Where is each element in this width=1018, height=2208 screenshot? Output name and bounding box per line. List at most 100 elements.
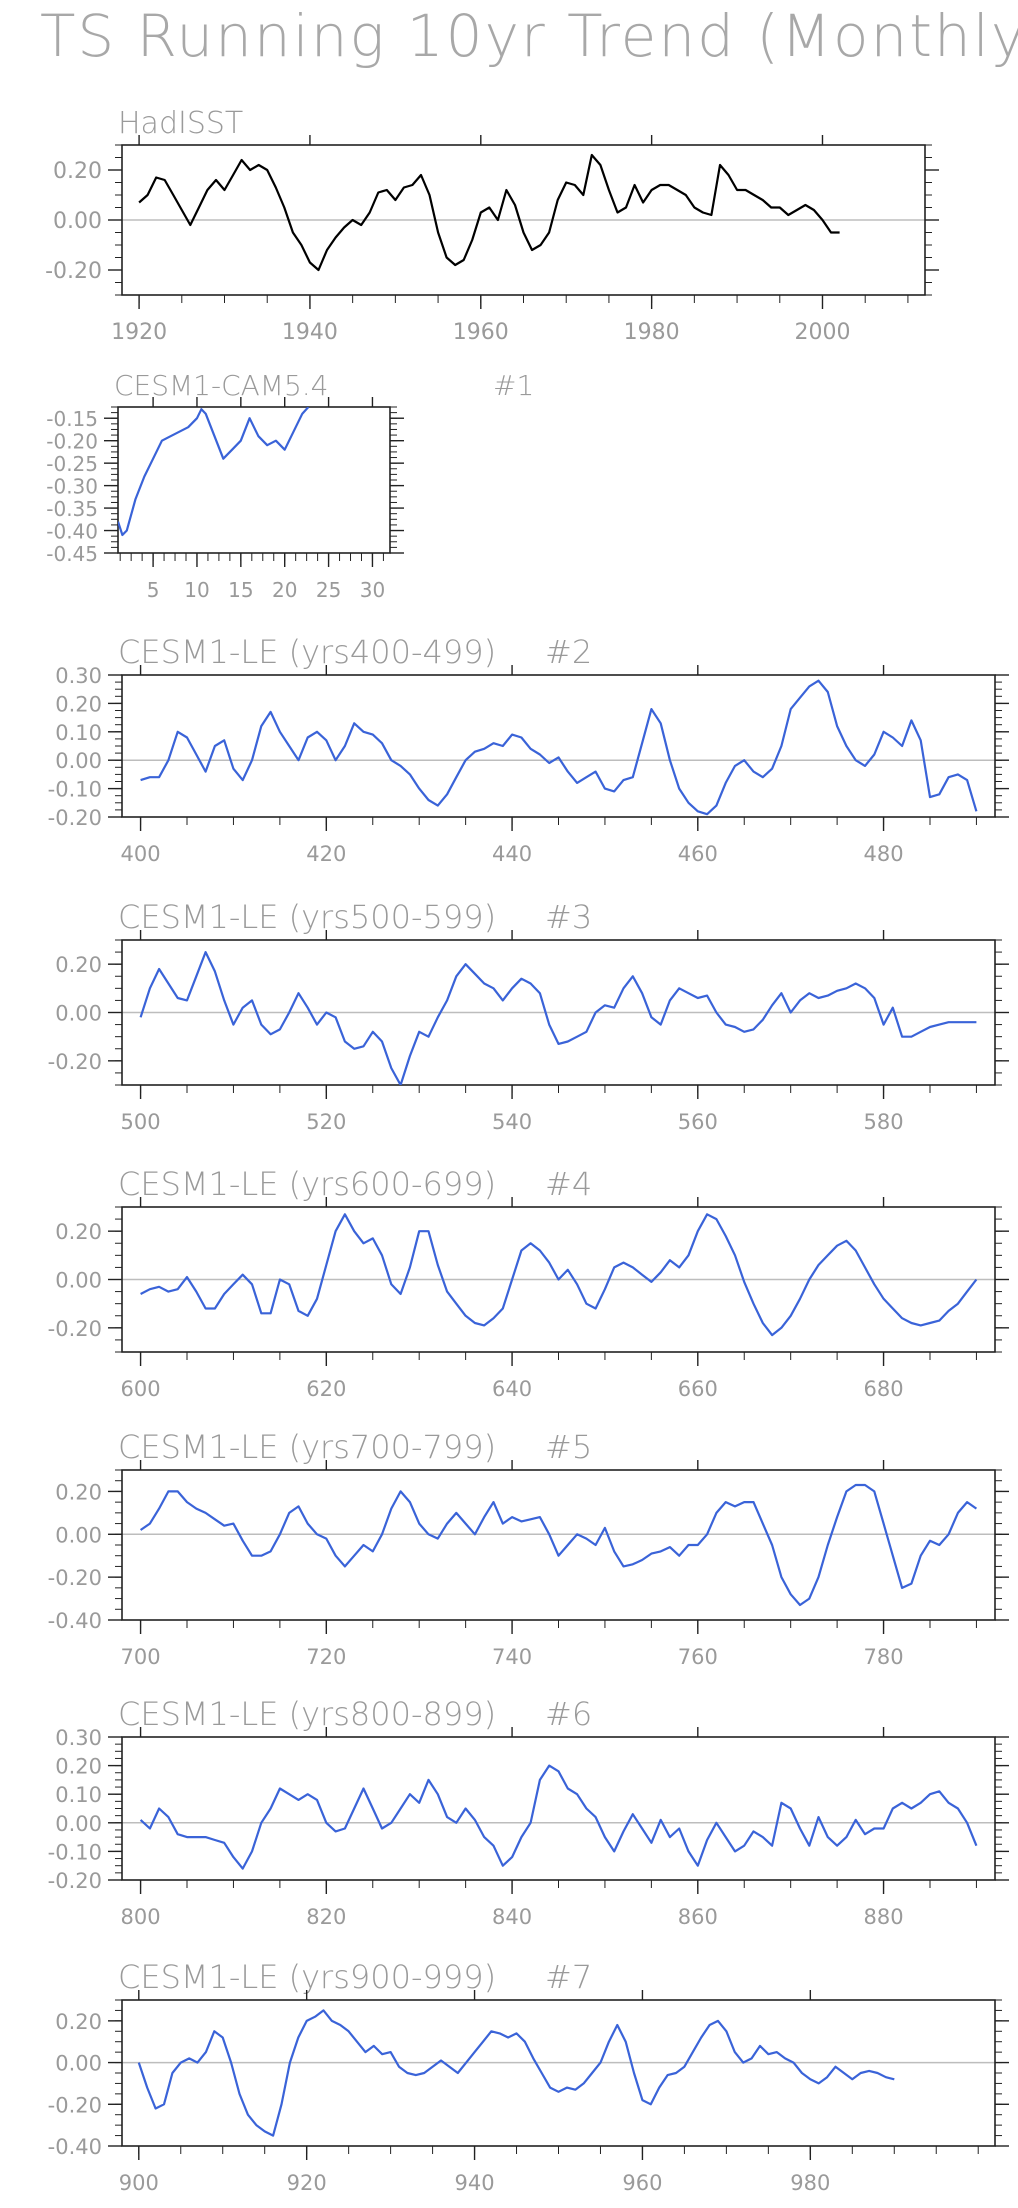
x-tick-label: 1940 <box>282 320 338 345</box>
y-tick-label: 0.00 <box>55 1812 102 1836</box>
chart-title: CESM1-LE (yrs400-499) <box>118 633 496 671</box>
y-tick-label: 0.20 <box>55 953 102 977</box>
chart-title-suffix: #6 <box>545 1695 592 1733</box>
x-tick-label: 1920 <box>111 320 167 345</box>
data-line-model <box>139 1483 978 1607</box>
x-tick-label: 740 <box>492 1645 532 1669</box>
data-line-model <box>140 1213 978 1337</box>
x-tick-label: 1960 <box>453 320 509 345</box>
x-tick-label: 880 <box>864 1905 904 1929</box>
y-tick-label: -0.30 <box>46 475 98 499</box>
chart-title-suffix: #2 <box>545 633 592 671</box>
chart-title: CESM1-CAM5.4 <box>114 369 328 402</box>
data-line-obs <box>138 153 840 272</box>
y-tick-label: 0.00 <box>55 2052 102 2076</box>
data-line-model <box>140 679 978 816</box>
chart-title: HadISST <box>118 106 243 141</box>
y-tick-label: -0.20 <box>48 806 102 830</box>
x-tick-label: 720 <box>306 1645 346 1669</box>
chart-panel-6: CESM1-LE (yrs700-799) #5 700 720 740 760 780 -0… <box>48 1428 1009 1669</box>
y-tick-label: -0.45 <box>46 542 98 566</box>
x-tick-label: 800 <box>121 1905 161 1929</box>
chart-panel-5: CESM1-LE (yrs600-699) #4 600 620 640 660 680 -0… <box>48 1165 1009 1401</box>
x-tick-label: 520 <box>306 1110 346 1134</box>
chart-title: CESM1-LE (yrs800-899) <box>118 1695 496 1733</box>
y-tick-label: 0.00 <box>55 749 102 773</box>
y-tick-label: -0.20 <box>45 259 102 284</box>
x-tick-label: 20 <box>272 578 297 602</box>
data-line-model <box>139 1764 978 1870</box>
x-tick-label: 2000 <box>794 320 850 345</box>
y-tick-label: 0.10 <box>55 721 102 745</box>
y-tick-label: -0.20 <box>48 1869 102 1893</box>
y-tick-label: -0.20 <box>46 430 98 454</box>
x-tick-label: 700 <box>121 1645 161 1669</box>
chart-title: CESM1-LE (yrs900-999) <box>118 1958 496 1996</box>
y-tick-label: -0.40 <box>46 520 98 544</box>
chart-title-suffix: #4 <box>545 1165 592 1203</box>
x-tick-label: 920 <box>287 2171 327 2195</box>
x-tick-label: 840 <box>492 1905 532 1929</box>
y-tick-label: -0.25 <box>46 452 98 476</box>
x-tick-label: 5 <box>147 578 160 602</box>
y-tick-label: 0.20 <box>55 1480 102 1504</box>
x-tick-label: 480 <box>864 842 904 866</box>
plot-frame <box>121 1736 996 1881</box>
chart-panel-8: CESM1-LE (yrs900-999) #7 900 920 940 960 980 -0… <box>48 1958 1009 2195</box>
x-tick-label: 1980 <box>624 320 680 345</box>
chart-title-suffix: #7 <box>545 1958 592 1996</box>
y-tick-label: -0.10 <box>48 1840 102 1864</box>
chart-panel-2: CESM1-CAM5.4 #1 5 10 15 20 25 30 -0.45-0.40-0.35… <box>46 369 534 602</box>
chart-panel-7: CESM1-LE (yrs800-899) #6 800 820 840 860 880 -0… <box>48 1695 1009 1929</box>
chart-title-suffix: #3 <box>545 898 592 936</box>
y-tick-label: 0.00 <box>55 1269 102 1293</box>
x-tick-label: 780 <box>864 1645 904 1669</box>
x-tick-label: 820 <box>306 1905 346 1929</box>
y-tick-label: 0.20 <box>55 2010 102 2034</box>
x-tick-label: 500 <box>121 1110 161 1134</box>
y-tick-label: 0.20 <box>53 159 102 184</box>
y-tick-label: -0.40 <box>48 2135 102 2159</box>
y-tick-label: 0.10 <box>55 1783 102 1807</box>
y-tick-label: -0.20 <box>48 1050 102 1074</box>
chart-panel-3: CESM1-LE (yrs400-499) #2 400 420 440 460 480 -0… <box>48 633 1009 866</box>
x-tick-label: 30 <box>360 578 385 602</box>
page-title: TS Running 10yr Trend (Monthly) <box>40 2 1018 70</box>
y-tick-label: -0.20 <box>48 1317 102 1341</box>
x-tick-label: 760 <box>678 1645 718 1669</box>
chart-title: CESM1-LE (yrs500-599) <box>118 898 496 936</box>
y-tick-label: 0.00 <box>53 209 102 234</box>
x-tick-label: 620 <box>306 1377 346 1401</box>
x-tick-label: 600 <box>121 1377 161 1401</box>
y-tick-label: 0.20 <box>55 1755 102 1779</box>
x-tick-label: 560 <box>678 1110 718 1134</box>
data-line-model <box>139 950 977 1085</box>
x-tick-label: 900 <box>119 2171 159 2195</box>
x-tick-label: 860 <box>678 1905 718 1929</box>
chart-title: CESM1-LE (yrs600-699) <box>118 1165 496 1203</box>
y-tick-label: -0.40 <box>48 1609 102 1633</box>
x-tick-label: 940 <box>455 2171 495 2195</box>
y-tick-label: 0.30 <box>55 664 102 688</box>
x-tick-label: 540 <box>492 1110 532 1134</box>
x-tick-label: 25 <box>316 578 341 602</box>
x-tick-label: 15 <box>228 578 253 602</box>
data-line-model <box>137 2009 895 2137</box>
y-tick-label: -0.15 <box>46 407 98 431</box>
x-tick-label: 10 <box>184 578 209 602</box>
x-tick-label: 980 <box>790 2171 830 2195</box>
chart-title: CESM1-LE (yrs700-799) <box>118 1428 496 1466</box>
y-tick-label: -0.10 <box>48 778 102 802</box>
data-line-model <box>118 407 310 537</box>
chart-panel-4: CESM1-LE (yrs500-599) #3 500 520 540 560 580 -0… <box>48 898 1009 1134</box>
y-tick-label: -0.20 <box>48 2093 102 2117</box>
chart-title-suffix: #1 <box>493 369 534 402</box>
x-tick-label: 960 <box>622 2171 662 2195</box>
x-tick-label: 640 <box>492 1377 532 1401</box>
plot-frame <box>121 674 996 818</box>
chart-panel-1: HadISST 1920 1940 1960 1980 2000 -0.20 0.00 0.20 <box>45 106 939 345</box>
x-tick-label: 660 <box>678 1377 718 1401</box>
y-tick-label: 0.30 <box>55 1726 102 1750</box>
plot-frame <box>121 1469 996 1621</box>
